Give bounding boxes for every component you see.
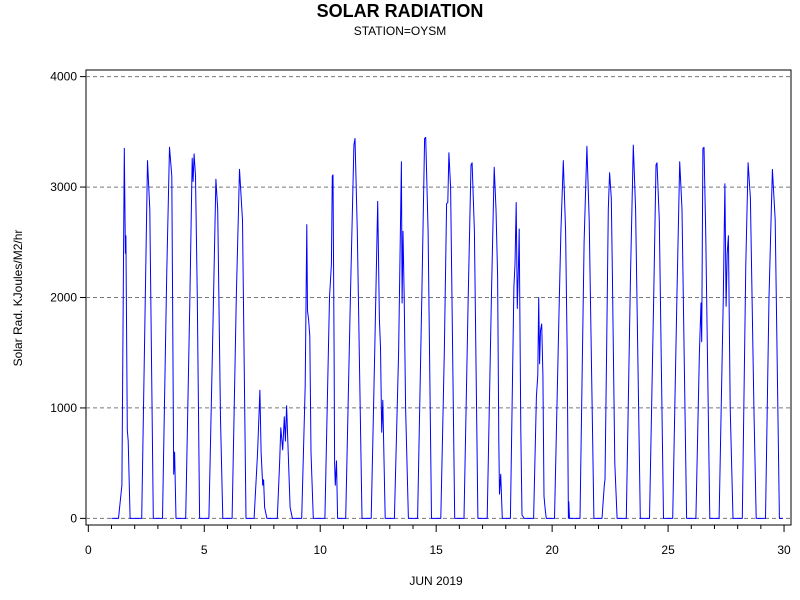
y-axis: 0 1000 2000 3000 4000: [50, 70, 86, 525]
x-tick-label: 5: [201, 543, 208, 557]
x-tick-label: 0: [85, 543, 92, 557]
y-axis-label: Solar Rad. KJoules/M2/hr: [11, 230, 25, 367]
y-tick-label: 4000: [50, 70, 77, 84]
x-tick-label: 15: [430, 543, 444, 557]
y-tick-label: 0: [70, 511, 77, 525]
x-axis-label: JUN 2019: [409, 574, 463, 588]
x-tick-label: 20: [545, 543, 559, 557]
y-tick-label: 1000: [50, 401, 77, 415]
series-line: [111, 136, 783, 519]
x-tick-label: 10: [314, 543, 328, 557]
chart-subtitle: STATION=OYSM: [354, 24, 447, 38]
chart-title: SOLAR RADIATION: [317, 1, 484, 21]
data-series: [111, 136, 783, 519]
y-tick-label: 3000: [50, 180, 77, 194]
x-axis: 0 5 10 15 20 25 30: [85, 525, 791, 557]
x-tick-label: 25: [661, 543, 675, 557]
x-tick-label: 30: [777, 543, 791, 557]
y-tick-label: 2000: [50, 291, 77, 305]
